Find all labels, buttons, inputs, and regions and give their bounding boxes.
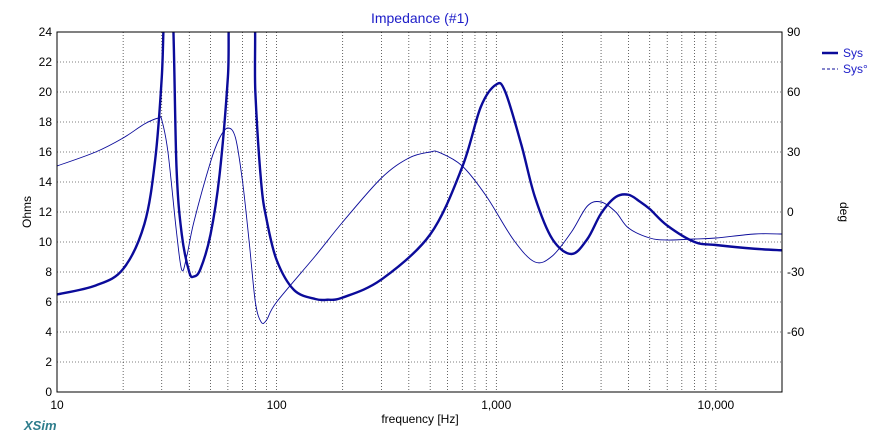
y-tick-label: 22 bbox=[39, 55, 53, 69]
legend-label-sys-phase: Sys° bbox=[843, 62, 868, 76]
y-tick-label: 24 bbox=[39, 25, 53, 39]
y2-tick-label: 60 bbox=[787, 85, 801, 99]
xsim-logo: XSim bbox=[23, 418, 57, 433]
y2-tick-label: 0 bbox=[787, 205, 794, 219]
plot-frame bbox=[56, 31, 783, 393]
y2-tick-label: 90 bbox=[787, 25, 801, 39]
y-axis-label: Ohms bbox=[20, 196, 34, 228]
y-tick-label: 20 bbox=[39, 85, 53, 99]
legend: Sys Sys° bbox=[822, 46, 868, 76]
y-tick-label: 4 bbox=[45, 325, 52, 339]
y-tick-label: 12 bbox=[39, 205, 53, 219]
y-tick-label: 10 bbox=[39, 235, 53, 249]
y2-axis-label: deg bbox=[837, 202, 851, 222]
y-tick-label: 16 bbox=[39, 145, 53, 159]
y-tick-label: 14 bbox=[39, 175, 53, 189]
series-sys-phase-line bbox=[57, 116, 782, 325]
y-tick-label: 8 bbox=[45, 265, 52, 279]
x-axis-label: frequency [Hz] bbox=[381, 412, 458, 426]
y-tick-label: 18 bbox=[39, 115, 53, 129]
y-tick-label: 0 bbox=[45, 385, 52, 399]
series-layer bbox=[57, 32, 782, 325]
legend-label-sys: Sys bbox=[843, 46, 863, 60]
y2-tick-label: 30 bbox=[787, 145, 801, 159]
chart-title: Impedance (#1) bbox=[371, 10, 469, 26]
x-tick-label: 10 bbox=[50, 398, 64, 412]
x-tick-label: 10,000 bbox=[698, 398, 735, 412]
series-sys-line bbox=[57, 32, 782, 302]
x-tick-label: 1,000 bbox=[481, 398, 511, 412]
y-tick-label: 2 bbox=[45, 355, 52, 369]
grid bbox=[57, 32, 782, 392]
y-tick-label: 6 bbox=[45, 295, 52, 309]
y2-tick-label: -60 bbox=[787, 325, 805, 339]
x-tick-label: 100 bbox=[267, 398, 287, 412]
y2-tick-label: -30 bbox=[787, 265, 805, 279]
